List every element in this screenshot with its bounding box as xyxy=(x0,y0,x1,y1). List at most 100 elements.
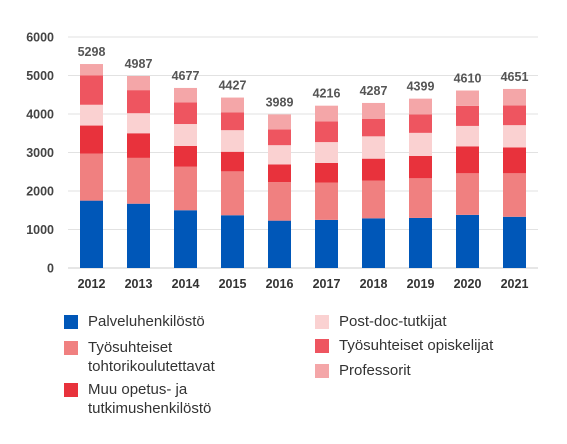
total-label: 4427 xyxy=(219,79,247,93)
bar-segment xyxy=(80,75,103,105)
bar-segment xyxy=(362,158,385,181)
x-tick-label: 2018 xyxy=(360,277,388,290)
bar-segment xyxy=(221,112,244,131)
bar-segment xyxy=(80,64,103,76)
x-tick-label: 2021 xyxy=(501,277,529,290)
legend-swatch xyxy=(315,339,329,353)
bar-segment xyxy=(268,114,291,130)
bar-segment xyxy=(127,133,150,158)
bar-segment xyxy=(315,162,338,183)
bar-segment xyxy=(409,217,432,268)
bar-segment xyxy=(362,102,385,120)
chart-svg: 0 1000 2000 3000 4000 5000 6000 5298 2012 4987 201… xyxy=(26,31,538,291)
bar-segment xyxy=(80,153,103,201)
y-tick-label: 5000 xyxy=(26,69,54,83)
bar-segment xyxy=(456,173,479,215)
bar-segment xyxy=(503,88,526,106)
legend-swatch xyxy=(64,315,78,329)
x-tick-label: 2019 xyxy=(407,277,435,290)
bar-segment xyxy=(409,155,432,179)
y-tick-label: 0 xyxy=(47,262,54,276)
bar-segment xyxy=(174,166,197,211)
x-tick-label: 2013 xyxy=(125,277,153,290)
bar-segment xyxy=(268,220,291,268)
legend-item-opiskelijat: Työsuhteiset opiskelijat xyxy=(315,336,493,355)
y-tick-label: 3000 xyxy=(26,146,54,160)
bar-segment xyxy=(362,218,385,268)
total-label: 4987 xyxy=(125,57,153,71)
bar-segment xyxy=(456,214,479,268)
total-label: 4399 xyxy=(407,80,435,94)
bar-segment xyxy=(315,105,338,122)
total-label: 4677 xyxy=(172,69,200,83)
bar-segment xyxy=(362,136,385,159)
chart-legend: Palveluhenkilöstö Työsuhteiset tohtoriko… xyxy=(0,290,567,444)
bar-segment xyxy=(221,130,244,152)
total-label: 4610 xyxy=(454,72,482,86)
bar-segment xyxy=(127,113,150,134)
bar-segment xyxy=(174,124,197,146)
bar-segment xyxy=(127,90,150,114)
total-label: 4287 xyxy=(360,84,388,98)
legend-swatch xyxy=(315,364,329,378)
bar-segment xyxy=(221,215,244,268)
legend-swatch xyxy=(64,383,78,397)
bar-segment xyxy=(362,119,385,137)
x-tick-label: 2015 xyxy=(219,277,247,290)
bar-segment xyxy=(409,132,432,156)
y-tick-label: 1000 xyxy=(26,223,54,237)
y-tick-label: 4000 xyxy=(26,108,54,122)
bar-segment xyxy=(268,182,291,221)
bar-segment xyxy=(315,219,338,268)
bar-segment xyxy=(409,178,432,218)
legend-item-professorit: Professorit xyxy=(315,361,411,380)
y-tick-label: 6000 xyxy=(26,31,54,45)
bar-segment xyxy=(409,98,432,115)
bar-segment xyxy=(268,145,291,165)
legend-label: Professorit xyxy=(339,362,411,379)
total-label: 4216 xyxy=(313,87,341,101)
legend-label: Työsuhteiset opiskelijat xyxy=(339,337,494,354)
legend-swatch xyxy=(315,315,329,329)
bar-segment xyxy=(174,102,197,125)
legend-label: Työsuhteiset tohtorikoulutettavat xyxy=(88,339,215,375)
bar-segment xyxy=(80,125,103,154)
bar-segment xyxy=(315,142,338,163)
bar-segment xyxy=(80,104,103,126)
bar-segment xyxy=(268,164,291,183)
bar-segment xyxy=(174,87,197,103)
bar-segment xyxy=(221,151,244,172)
x-tick-label: 2016 xyxy=(266,277,294,290)
legend-item-palveluhenkilosto: Palveluhenkilöstö xyxy=(64,312,205,331)
total-label: 5298 xyxy=(78,45,106,59)
legend-item-tohtorikoulutettavat: Työsuhteiset tohtorikoulutettavat xyxy=(64,338,264,376)
bar-segment xyxy=(174,145,197,167)
x-tick-label: 2012 xyxy=(78,277,106,290)
bar-segment xyxy=(456,105,479,126)
legend-item-muu-opetus: Muu opetus- ja tutkimushenkilöstö xyxy=(64,380,264,418)
bar-segment xyxy=(456,125,479,147)
bar-segment xyxy=(221,97,244,113)
legend-label: Post-doc-tutkijat xyxy=(339,313,447,330)
bar-segment xyxy=(456,146,479,174)
bar-segment xyxy=(362,180,385,219)
bar-segment xyxy=(456,90,479,106)
bar-segment xyxy=(315,182,338,220)
total-label: 4651 xyxy=(501,70,529,84)
x-tick-label: 2017 xyxy=(313,277,341,290)
bar-segment xyxy=(503,147,526,174)
legend-swatch xyxy=(64,341,78,355)
stacked-bar-chart: 0 1000 2000 3000 4000 5000 6000 5298 2012 4987 201… xyxy=(26,31,538,291)
total-label: 3989 xyxy=(266,95,294,109)
x-tick-label: 2020 xyxy=(454,277,482,290)
legend-item-post-doc: Post-doc-tutkijat xyxy=(315,312,447,331)
x-tick-label: 2014 xyxy=(172,277,200,290)
bar-segment xyxy=(503,125,526,148)
bar-segment xyxy=(127,203,150,268)
bar-segment xyxy=(127,76,150,91)
bar-segment xyxy=(503,216,526,268)
bar-segment xyxy=(127,157,150,204)
bar-segment xyxy=(315,121,338,143)
bar-segment xyxy=(503,105,526,126)
legend-label: Muu opetus- ja tutkimushenkilöstö xyxy=(88,381,212,417)
